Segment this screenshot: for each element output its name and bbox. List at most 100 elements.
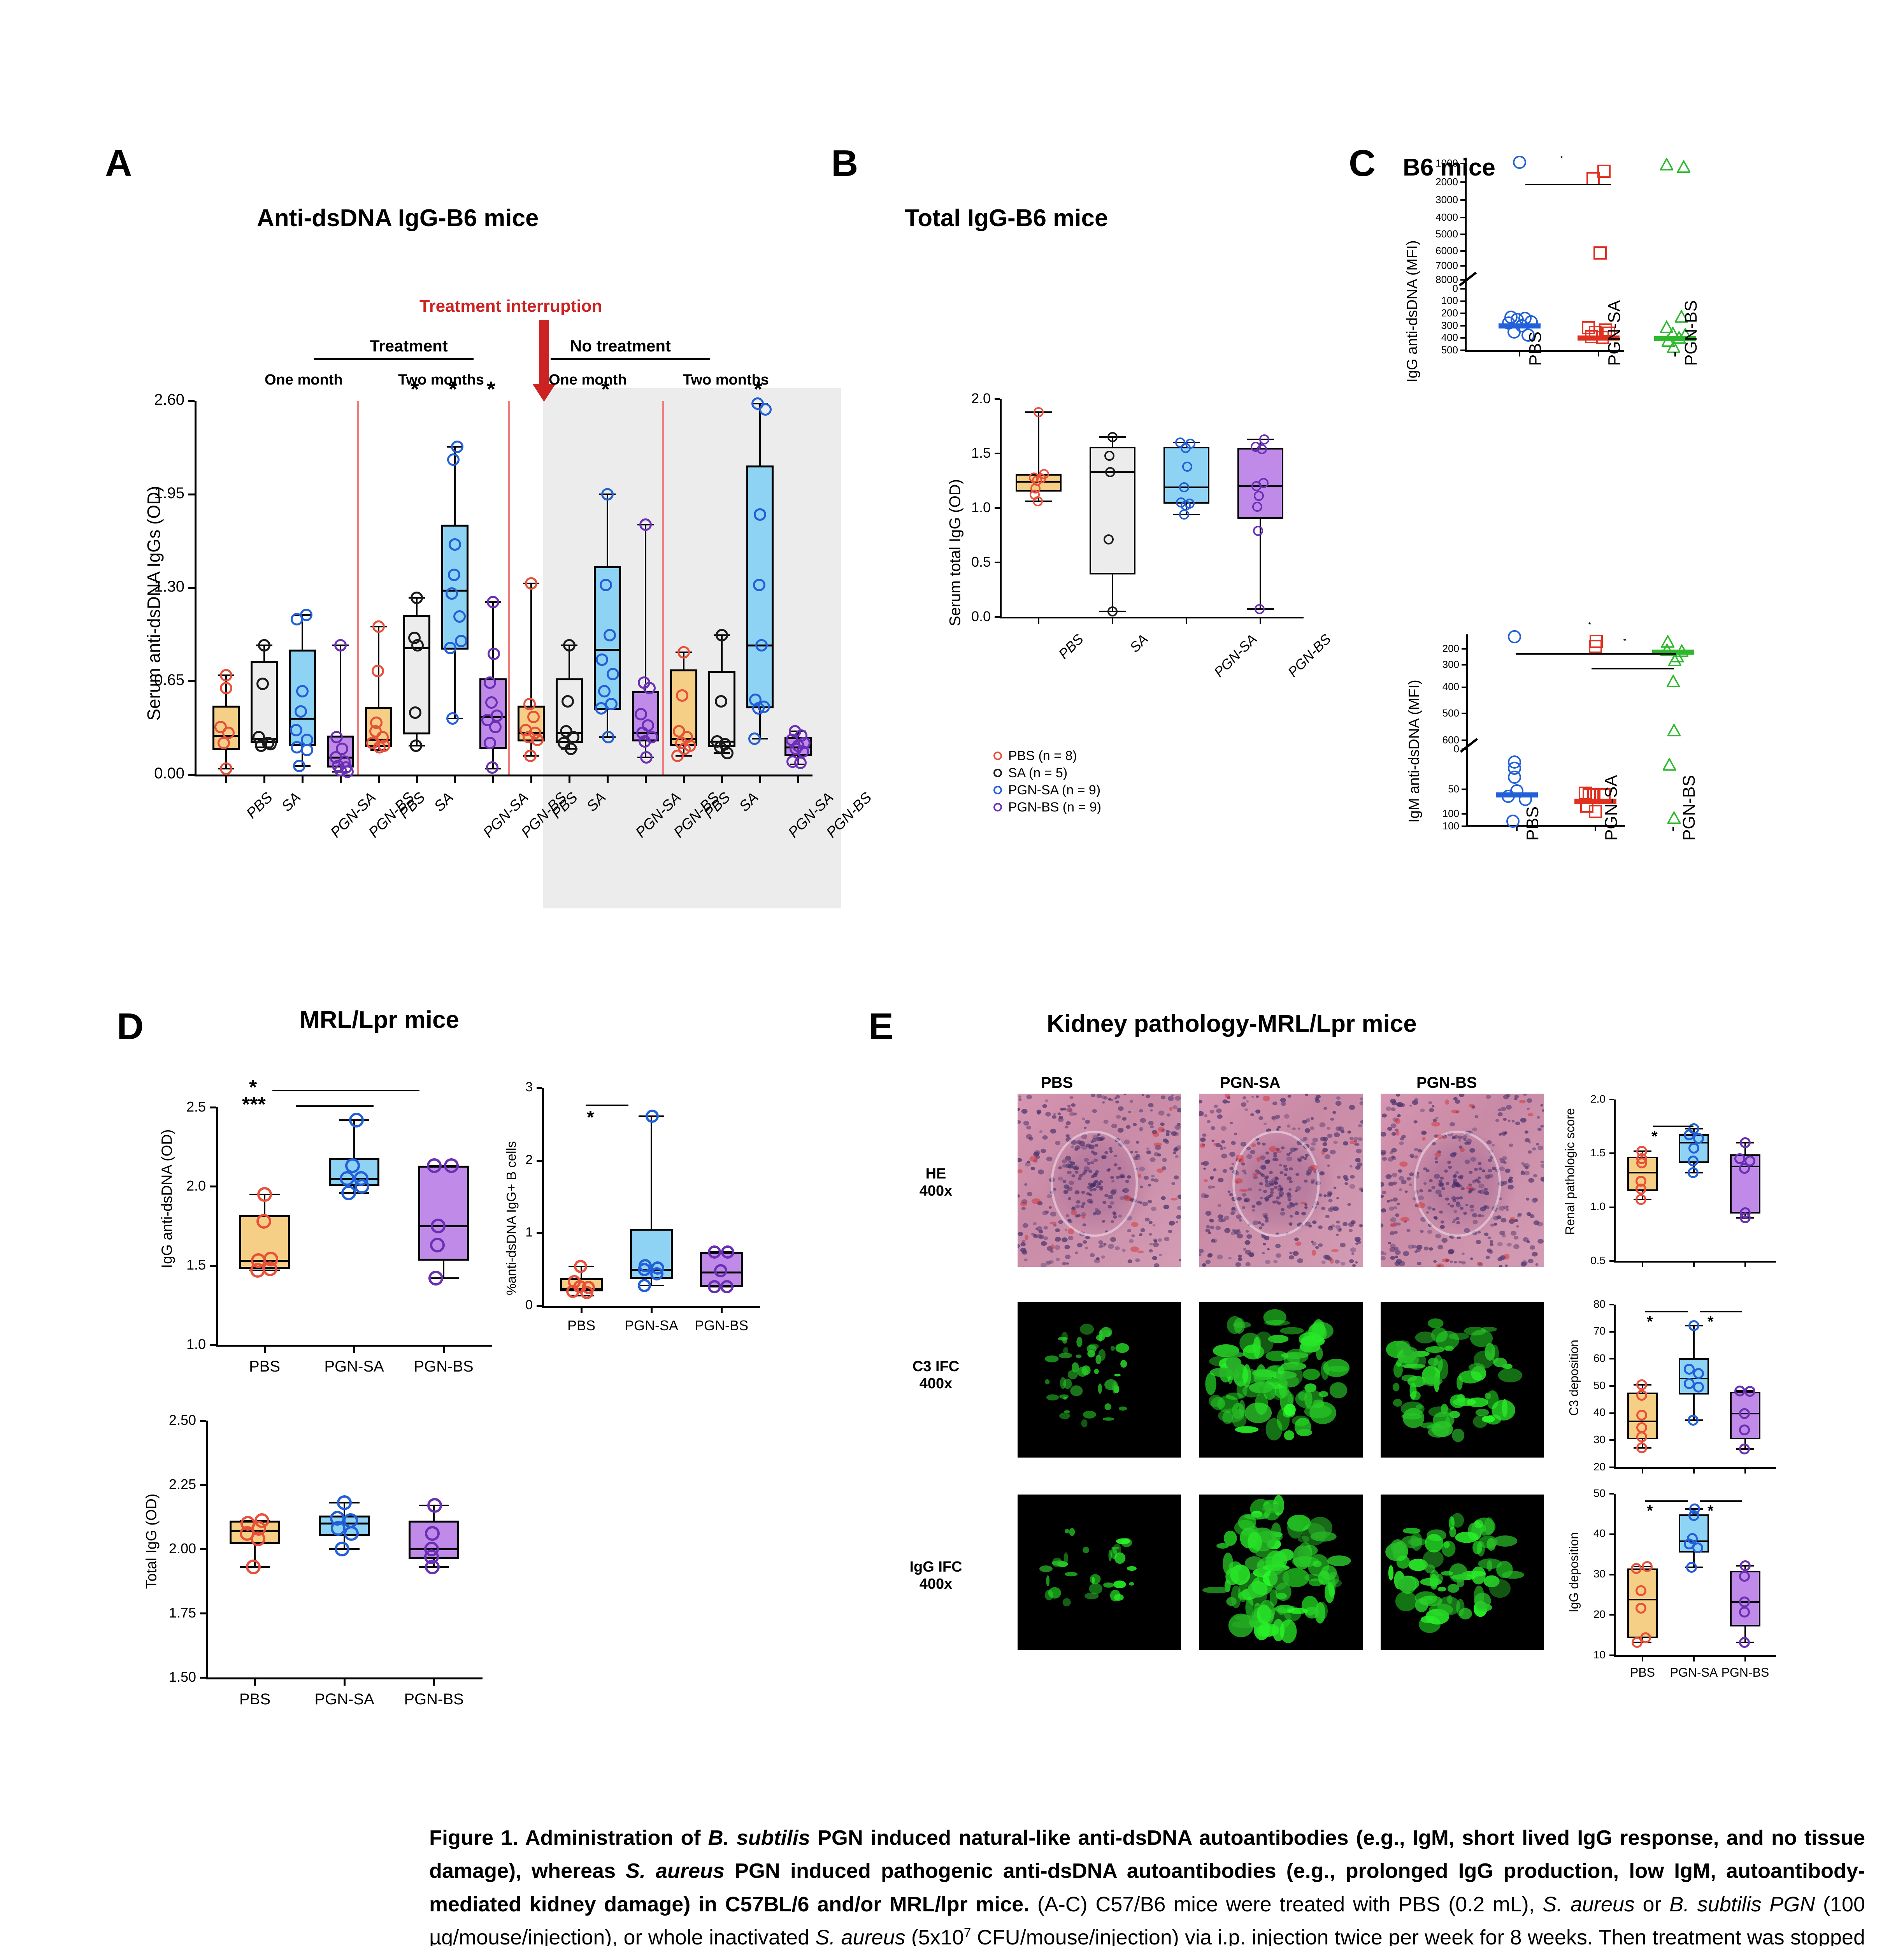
whisker-upper [416,597,418,615]
y-tick [1609,1467,1614,1468]
x-tick [1693,1657,1695,1661]
boxplot-box [441,524,469,650]
legend-item: SA (n = 5) [993,764,1101,782]
data-point [447,453,460,466]
data-point [487,595,499,608]
panel-e-collabel-pgnsa: PGN-SA [1220,1074,1281,1091]
x-tick [1693,1263,1695,1267]
significance-star: *** [242,1093,266,1116]
boxplot-box [1163,447,1209,504]
y-tick [1609,1574,1614,1575]
y-tick [1462,813,1466,815]
whisker-upper [1038,412,1039,474]
micrograph-igg-ifc [1381,1495,1544,1650]
data-point [489,721,502,734]
data-point [754,508,766,521]
data-point [484,676,496,689]
data-point [1251,481,1262,491]
data-point [218,736,230,749]
y-tick-label: 70 [1593,1325,1606,1337]
significance-star: * [1707,1502,1714,1519]
y-tick [188,680,195,682]
interruption-arrow-shaft [539,320,549,385]
data-point [640,751,653,764]
data-point [596,653,608,666]
y-tick [1462,825,1466,827]
data-point [488,647,500,660]
panel-a-subheader-2: One month [549,372,627,388]
y-tick [1609,1493,1614,1495]
whisker-lower [607,710,608,737]
panel-letter-c: C [1349,142,1376,184]
whisker-upper [433,1505,435,1521]
significance-line [1645,1311,1688,1312]
y-tick [1609,1358,1614,1360]
data-point [1739,1570,1750,1582]
data-point [1179,482,1189,492]
x-axis [1614,1261,1776,1263]
x-axis [216,1345,492,1347]
data-point [523,698,536,711]
data-point [1686,1561,1697,1573]
y-tick [210,1265,216,1267]
data-point [251,1531,265,1546]
legend-label: SA (n = 5) [1008,765,1068,780]
y-tick [1460,181,1465,183]
data-point-circle [1506,815,1520,828]
panel-letter-a: A [105,142,132,184]
whisker-upper [607,494,608,566]
x-category-label: PGN-SA [1670,1665,1718,1679]
y-tick-label: 0 [1452,282,1458,294]
micrograph-he [1199,1094,1363,1267]
whisker-lower [454,649,456,718]
y-tick-label: 50 [1593,1379,1606,1391]
data-point-triangle [1667,810,1681,824]
whisker-upper [569,645,570,678]
x-category-label: PGN-SA [314,1691,374,1708]
boxplot-median [594,648,621,651]
data-point [708,1280,721,1294]
data-point [264,738,277,751]
y-tick-label: 1.30 [154,578,184,595]
x-tick [797,776,799,783]
data-point [425,1526,440,1541]
data-point [715,695,727,708]
panel-b-title: Total IgG-B6 mice [905,205,1108,232]
x-category-label: PGN-SA [1602,775,1621,841]
y-axis [216,1107,218,1345]
y-tick [1462,712,1466,714]
data-point [604,629,616,641]
y-tick [1609,1439,1614,1441]
y-tick-label: 200 [1442,643,1459,655]
data-point [1734,1386,1745,1397]
legend-item: PBS (n = 8) [993,747,1101,764]
significance-star: * [754,377,762,401]
data-point [1688,1167,1699,1178]
whisker-lower [1693,1553,1695,1567]
y-tick [995,398,1000,400]
data-point [797,745,809,758]
x-tick [1186,618,1187,624]
x-tick [416,776,418,783]
y-tick-label: 2 [525,1152,533,1167]
x-tick [492,776,494,783]
y-tick-label: 300 [1442,659,1459,671]
x-tick [1642,1657,1643,1661]
whisker-upper [264,1194,265,1215]
x-tick [1112,618,1113,624]
y-tick [1609,1654,1614,1656]
data-point [293,759,305,772]
data-point [341,765,354,778]
data-point [1181,443,1191,453]
panel-e-rowlabel-igg: IgG IFC 400x [909,1559,962,1592]
whisker-upper [683,652,684,670]
legend-item: PGN-SA (n = 9) [993,782,1101,799]
y-axis [1614,1099,1616,1261]
data-point-triangle [1659,157,1674,171]
y-tick [1462,686,1466,688]
data-point [716,629,728,641]
data-point [330,731,343,743]
panel-a-header-treatment-rule [314,358,474,360]
y-tick-label: 3 [525,1079,533,1094]
panel-letter-e: E [869,1006,894,1047]
